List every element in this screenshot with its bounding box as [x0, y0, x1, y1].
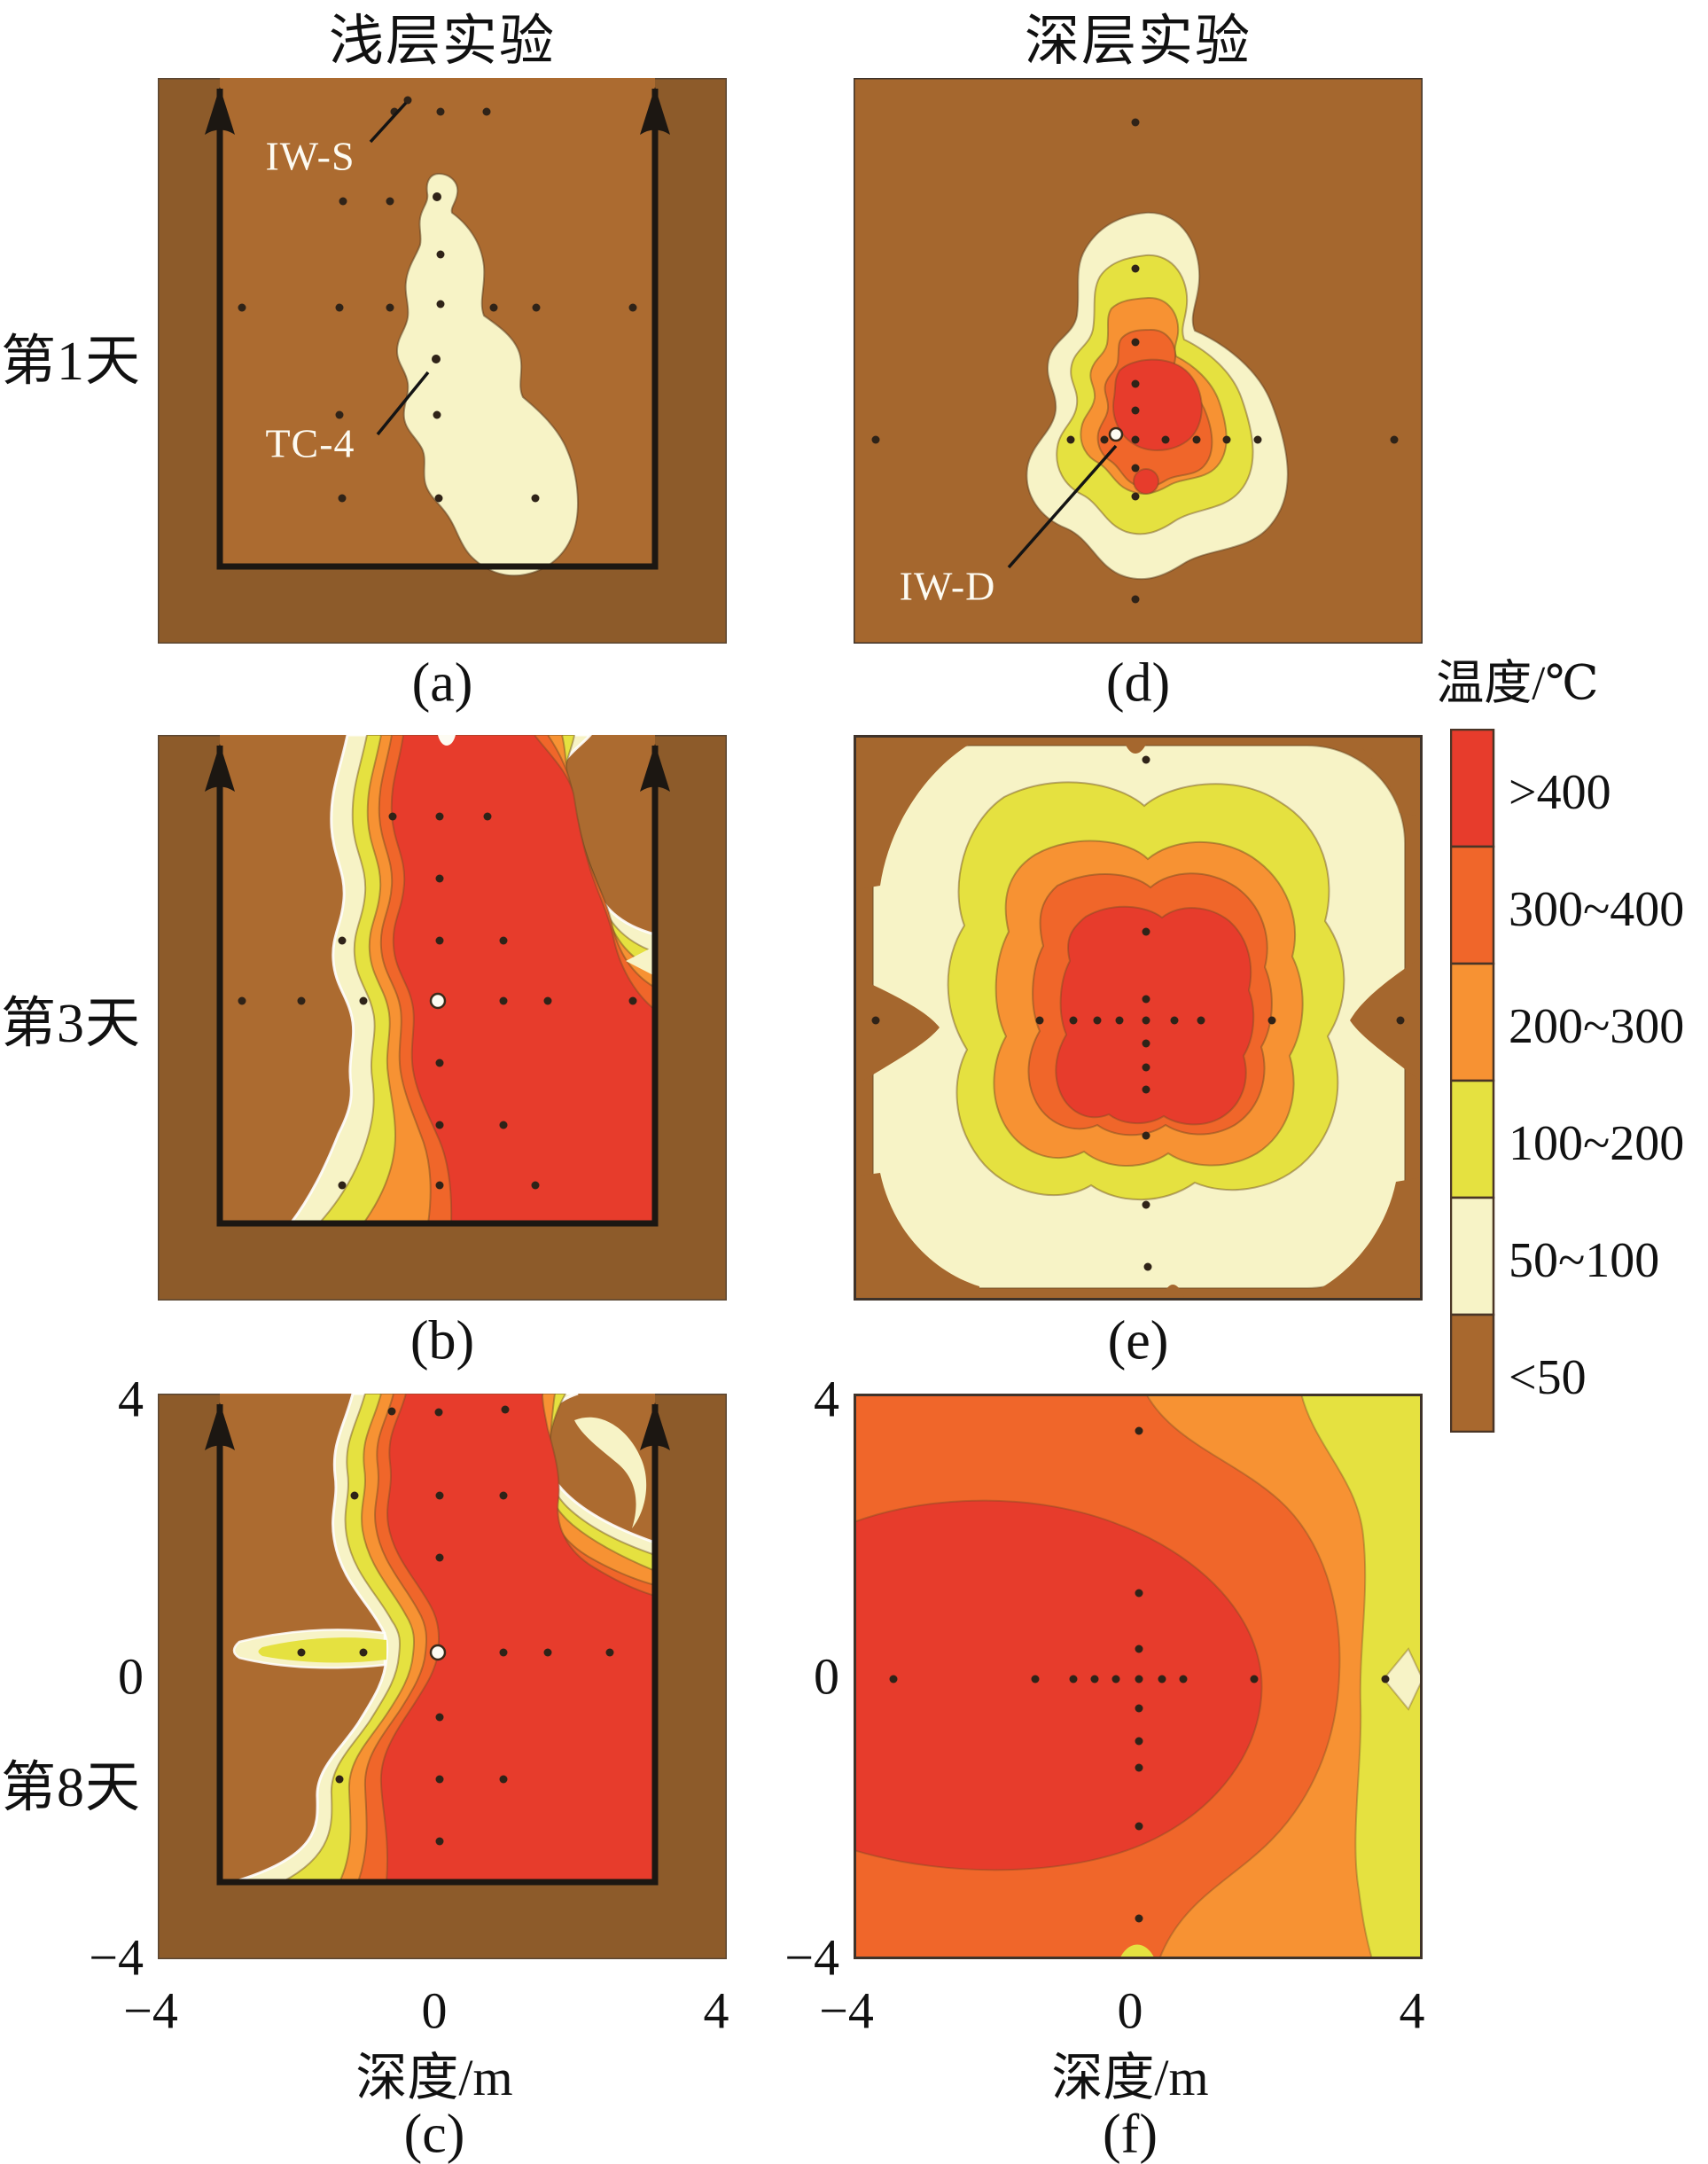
- colorbar-bin-100-200: [1449, 1079, 1495, 1199]
- soil-corner-wedges: [854, 735, 1423, 1301]
- injection-well-marker: [1108, 426, 1124, 442]
- legend-label-gt400: >400: [1509, 765, 1611, 820]
- panel-b: [158, 735, 727, 1301]
- legend-label-50-100: 50~100: [1509, 1233, 1660, 1288]
- ytick-f-0: 0: [814, 1647, 839, 1706]
- caption-c: (c): [403, 2104, 465, 2164]
- colorbar: [1449, 728, 1496, 1437]
- domain-frame: [216, 1404, 659, 1886]
- ytick-c-4: 4: [118, 1370, 144, 1428]
- up-arrow-icon: [640, 744, 670, 792]
- contour-gt400-lower-spot: [1133, 468, 1159, 495]
- measurement-dots: [238, 812, 637, 1190]
- iws-leader-line: [369, 101, 408, 144]
- contour-top-notch: [438, 735, 456, 746]
- colorbar-bin-gt400: [1449, 728, 1495, 848]
- xlabel-c: 深度/m: [355, 2049, 513, 2106]
- domain-frame: [216, 746, 659, 1227]
- caption-d: (d): [1105, 652, 1171, 714]
- contour-left-finger-yellow: [258, 1637, 386, 1663]
- colorbar-bin-200-300: [1449, 962, 1495, 1082]
- measurement-dots: [871, 118, 1399, 604]
- panel-c-plot: [158, 1394, 727, 1959]
- panel-a: IW-S TC-4: [158, 78, 727, 644]
- contour-gt400: [854, 1499, 1263, 1871]
- panel-b-plot: [158, 735, 727, 1301]
- contour-right-notch: [626, 946, 655, 976]
- up-arrow-icon: [205, 87, 235, 135]
- iwd-leader-line: [1007, 444, 1118, 569]
- injection-well-marker: [429, 1644, 447, 1661]
- measurement-dots: [297, 1405, 614, 1846]
- caption-f: (f): [1103, 2104, 1158, 2164]
- ytick-c-neg4: −4: [89, 1928, 144, 1987]
- annotation-iwd: IW-D: [899, 563, 996, 609]
- panel-e: [854, 735, 1423, 1301]
- colorbar-bin-300-400: [1449, 845, 1495, 965]
- panel-c: [158, 1394, 727, 1959]
- panel-e-plot: [854, 735, 1423, 1301]
- domain-frame: [216, 89, 659, 570]
- legend-label-lt50: <50: [1509, 1350, 1587, 1405]
- up-arrow-icon: [205, 744, 235, 792]
- tc4-leader-line: [376, 371, 430, 436]
- row-label-day1: 第1天: [0, 332, 142, 392]
- contour-100-200: [1299, 1394, 1423, 1959]
- measurement-dots: [871, 755, 1405, 1271]
- ytick-f-4: 4: [814, 1370, 839, 1428]
- caption-e: (e): [1107, 1310, 1169, 1371]
- contour-gt400: [1055, 905, 1255, 1126]
- contour-gt400: [390, 735, 656, 1224]
- legend-label-300-400: 300~400: [1509, 882, 1685, 937]
- panel-a-plot: [158, 78, 727, 644]
- legend-title: 温度/℃: [1436, 656, 1599, 710]
- caption-b: (b): [409, 1310, 475, 1371]
- panel-e-border: [854, 735, 1423, 1301]
- contour-gt400: [1112, 358, 1203, 451]
- up-arrow-icon: [205, 1402, 235, 1450]
- panel-f-plot: [854, 1394, 1423, 1959]
- legend-label-200-300: 200~300: [1509, 999, 1685, 1054]
- panel-d: IW-D: [854, 78, 1423, 644]
- panel-f-border: [854, 1394, 1423, 1959]
- legend-label-100-200: 100~200: [1509, 1116, 1685, 1171]
- xlabel-f: 深度/m: [1051, 2049, 1209, 2106]
- xtick-f-4: 4: [1399, 1981, 1425, 2040]
- contour-gt400: [379, 1394, 656, 1883]
- contour-200-300: [1144, 1394, 1423, 1959]
- up-arrow-icon: [640, 87, 670, 135]
- contour-bottom-notch: [1119, 1944, 1155, 1959]
- annotation-tc4: TC-4: [265, 420, 355, 466]
- measurement-dots: [238, 96, 637, 503]
- xtick-c-0: 0: [421, 1981, 448, 2040]
- column-title-deep: 深层实验: [1024, 12, 1252, 72]
- caption-a: (a): [411, 652, 473, 714]
- injection-well-marker: [429, 992, 447, 1010]
- contour-50-100: [395, 172, 579, 577]
- annotation-iws: IW-S: [265, 133, 355, 179]
- contour-50-100-pocket: [1382, 1647, 1423, 1711]
- xtick-f-0: 0: [1117, 1981, 1143, 2040]
- panel-f: [854, 1394, 1423, 1959]
- panel-d-plot: [854, 78, 1423, 644]
- measurement-dots: [889, 1426, 1390, 1923]
- contour-upper-right-hook: [574, 1417, 647, 1528]
- xtick-c-4: 4: [703, 1981, 729, 2040]
- row-label-day3: 第3天: [0, 994, 142, 1054]
- up-arrow-icon: [640, 1402, 670, 1450]
- ytick-c-0: 0: [118, 1647, 144, 1706]
- colorbar-bin-50-100: [1449, 1196, 1495, 1316]
- column-title-shallow: 浅层实验: [328, 12, 557, 72]
- row-label-day8: 第8天: [0, 1758, 142, 1818]
- xtick-c-neg4: −4: [123, 1981, 178, 2040]
- xtick-f-neg4: −4: [819, 1981, 874, 2040]
- ytick-f-neg4: −4: [784, 1928, 839, 1987]
- colorbar-bin-lt50: [1449, 1313, 1495, 1434]
